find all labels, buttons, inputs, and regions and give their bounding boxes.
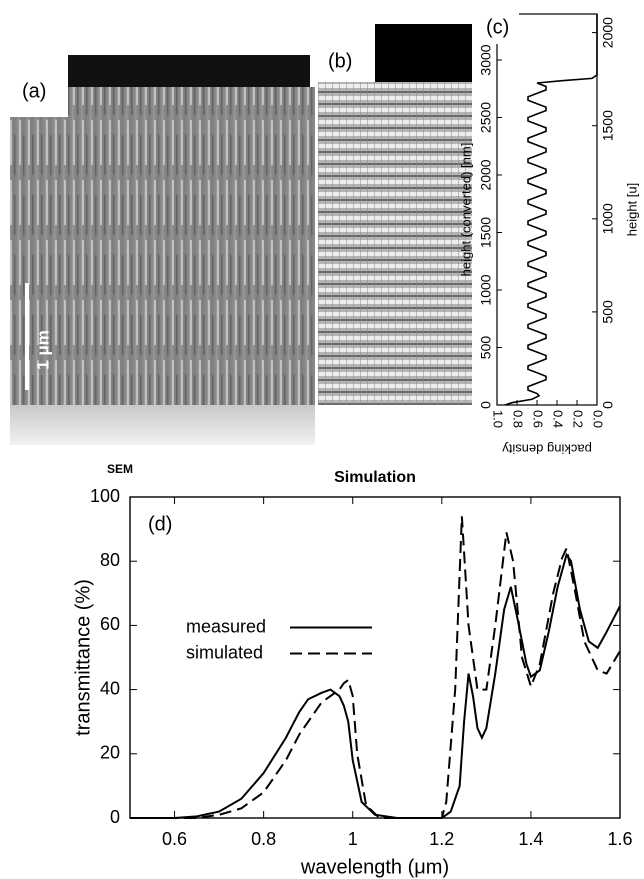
series-line	[130, 552, 621, 819]
y-tick-label: 80	[100, 550, 120, 570]
y-tick-label: 100	[90, 486, 120, 506]
y-tick-label: 20	[100, 743, 120, 763]
plot-frame	[129, 496, 621, 819]
series-line	[130, 516, 621, 819]
y-axis-label: height (converted) [nm]	[458, 143, 473, 277]
panel-label: (d)	[148, 513, 172, 535]
plot-frame	[496, 13, 598, 406]
x-tick-label: 0.8	[251, 829, 276, 849]
panel-label: (b)	[328, 50, 352, 72]
y-tick-label: 0	[478, 401, 494, 409]
caption: SEM	[107, 462, 133, 476]
profile-line	[504, 14, 598, 406]
x-tick-label: 1.0	[491, 410, 506, 428]
x-axis-label: wavelength (μm)	[300, 856, 449, 878]
y-tick-label: 2000	[478, 159, 494, 190]
x-tick-label: 0.8	[511, 410, 526, 428]
panel-label: (c)	[486, 16, 509, 38]
x-tick-label: 1.4	[518, 829, 543, 849]
y-tick-label: 3000	[478, 44, 494, 75]
sim-image	[318, 82, 472, 405]
y-tick-label: 2500	[478, 102, 494, 133]
y-tick-label: 60	[100, 614, 120, 634]
x-axis-label: packing density	[502, 442, 592, 457]
panel-label: (a)	[22, 80, 46, 102]
y-tick-label: 1000	[478, 274, 494, 305]
y2-tick-label: 1500	[600, 110, 616, 141]
x-tick-label: 0.6	[162, 829, 187, 849]
x-tick-label: 1.6	[607, 829, 632, 849]
legend-label: measured	[186, 616, 266, 636]
y-axis-label: transmittance (%)	[72, 579, 94, 736]
legend-label: simulated	[186, 642, 263, 662]
scale-bar-label: 1 μm	[33, 330, 52, 370]
y-tick-label: 40	[100, 678, 120, 698]
caption: Simulation	[334, 469, 416, 486]
y2-tick-label: 500	[600, 300, 616, 324]
sem-substrate	[10, 405, 315, 445]
label-bg	[10, 55, 68, 117]
label-bg	[483, 12, 519, 44]
sem-image	[10, 87, 315, 405]
x-tick-label: 0.4	[551, 410, 566, 428]
x-tick-label: 0.0	[591, 410, 606, 428]
y2-axis-label: height [u]	[624, 183, 639, 237]
x-tick-label: 1.2	[429, 829, 454, 849]
y-tick-label: 500	[478, 336, 494, 360]
sem-top-bar	[68, 55, 310, 87]
y2-tick-label: 0	[600, 401, 616, 409]
y2-tick-label: 2000	[600, 17, 616, 48]
x-tick-label: 0.2	[571, 410, 586, 428]
y-tick-label: 0	[110, 807, 120, 827]
y2-tick-label: 1000	[600, 203, 616, 234]
x-tick-label: 1	[348, 829, 358, 849]
y-tick-label: 1500	[478, 217, 494, 248]
sim-top-bar	[375, 24, 472, 82]
x-tick-label: 0.6	[531, 410, 546, 428]
